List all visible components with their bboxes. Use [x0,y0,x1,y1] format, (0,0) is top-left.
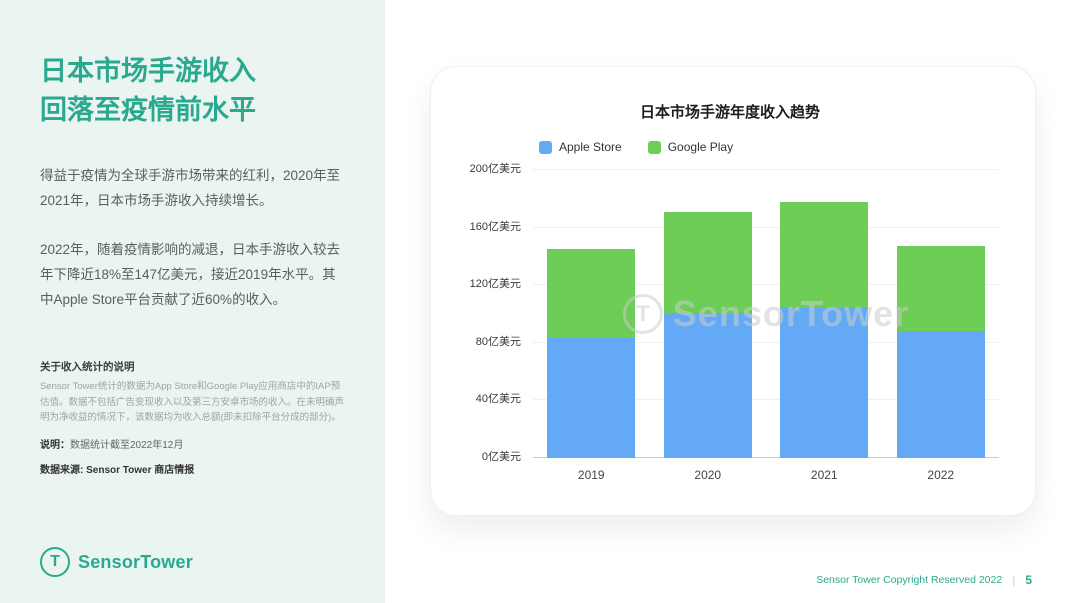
x-axis: 2019 2020 2021 2022 [533,468,999,482]
chart-legend: Apple Store Google Play [539,140,999,154]
chart-title: 日本市场手游年度收入趋势 [639,104,820,121]
bar-segment-apple-store [663,312,752,458]
stacked-bar-2022 [896,170,985,458]
source-text: Sensor Tower 商店情报 [83,464,195,476]
page-title-line1: 日本市场手游收入 [40,56,256,86]
bars-row [533,170,999,458]
body-paragraph-1: 得益于疫情为全球手游市场带来的红利，2020年至2021年，日本市场手游收入持续… [40,168,341,208]
data-source-note: 数据来源: Sensor Tower 商店情报 [40,461,345,476]
footer-separator: | [1012,573,1016,587]
gridline [533,226,999,228]
notes-body: Sensor Tower统计的数据为App Store和Google Play应… [40,380,345,424]
bar-segment-google-play [547,249,636,339]
sidebar: 日本市场手游收入 回落至疫情前水平 得益于疫情为全球手游市场带来的红利，2020… [0,0,385,603]
body-paragraph-2: 2022年，随着疫情影响的减退，日本手游收入较去年下降近18%至147亿美元，接… [40,241,341,307]
stacked-bar-2019 [547,170,636,458]
stacked-bar-2021 [780,170,869,458]
copyright-text: Sensor Tower Copyright Reserved 2022 [816,574,1003,586]
chart-card: 日本市场手游年度收入趋势 Apple Store Google Play 0亿美… [430,66,1036,516]
page-footer: Sensor Tower Copyright Reserved 2022 | 5 [816,573,1032,587]
gridline [533,341,999,343]
x-axis-row: 2019 2020 2021 2022 [461,468,999,482]
bar-segment-apple-store [547,338,636,458]
bar-segment-google-play [780,201,869,307]
gridline [533,284,999,286]
y-tick-label: 160亿美元 [469,220,521,233]
chart-body: 0亿美元 40亿美元 80亿美元 120亿美元 160亿美元 200亿美元 T Senso… [461,163,999,463]
sensor-tower-logo-icon: T [40,547,70,577]
legend-item-apple-store: Apple Store [539,140,622,154]
bar-segment-google-play [663,211,752,313]
note-label: 说明： [40,439,70,451]
notes-heading: 关于收入统计的说明 [40,360,135,373]
methodology-notes: 关于收入统计的说明 Sensor Tower统计的数据为App Store和Go… [40,359,345,426]
sensor-tower-logo: T SensorTower [40,547,193,577]
legend-label-apple-store: Apple Store [559,140,622,154]
y-tick-label: 0亿美元 [481,451,521,463]
bar-segment-apple-store [896,331,985,458]
legend-label-google-play: Google Play [667,140,734,154]
plot-area: T SensorTower [533,169,999,458]
y-tick-label: 120亿美元 [469,278,521,291]
source-label: 数据来源: [40,464,84,476]
y-tick-label: 40亿美元 [475,393,521,406]
legend-item-google-play: Google Play [647,140,734,154]
page-number: 5 [1025,573,1032,587]
gridline [533,169,999,170]
sensor-tower-logo-text: SensorTower [78,551,193,572]
stacked-bar-2020 [663,170,752,458]
x-tick-label: 2021 [810,468,838,482]
page-title-line2: 回落至疫情前水平 [40,95,256,125]
page-title: 日本市场手游收入 回落至疫情前水平 [40,52,345,130]
x-axis-baseline [533,457,999,458]
bar-segment-apple-store [780,306,869,458]
y-axis: 0亿美元 40亿美元 80亿美元 120亿美元 160亿美元 200亿美元 [461,163,533,463]
gridline [533,399,999,401]
x-axis-spacer [461,468,533,482]
x-tick-label: 2022 [927,468,955,482]
google-play-swatch [647,140,661,154]
x-tick-label: 2019 [577,468,605,482]
data-cutoff-note: 说明：数据统计截至2022年12月 [40,436,345,451]
bar-segment-google-play [896,246,985,332]
y-tick-label: 80亿美元 [475,335,521,348]
y-tick-label: 200亿美元 [469,163,521,175]
apple-store-swatch [539,140,552,154]
main-area: 日本市场手游年度收入趋势 Apple Store Google Play 0亿美… [385,0,1080,603]
x-tick-label: 2020 [694,468,722,482]
note-text: 数据统计截至2022年12月 [70,439,184,451]
